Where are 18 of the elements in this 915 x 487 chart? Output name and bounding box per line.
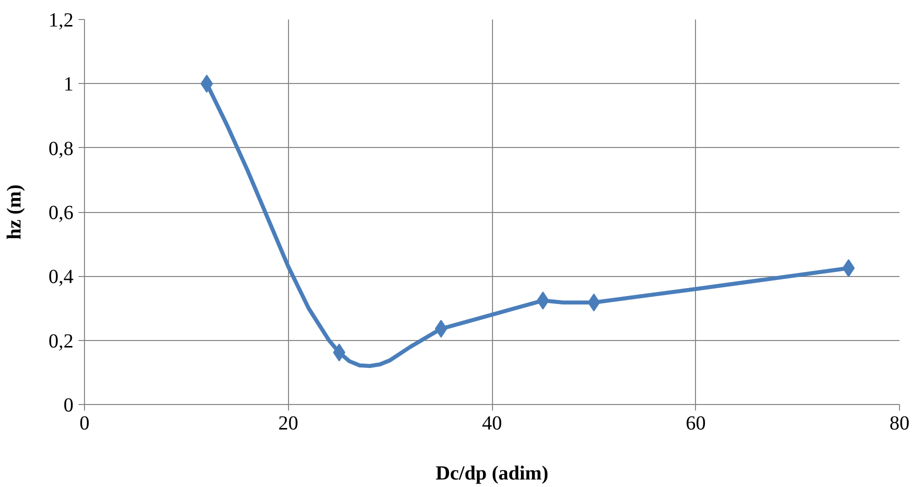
x-tick-label: 0 <box>80 412 90 434</box>
y-tick-label: 1 <box>64 74 74 96</box>
y-axis-title: hz (m) <box>4 184 26 240</box>
point <box>536 292 550 310</box>
y-tick-label: 1,2 <box>48 10 74 32</box>
x-tick-label: 80 <box>890 412 910 434</box>
y-tick-label: 0,8 <box>48 138 74 160</box>
y-tick-label: 0,2 <box>48 330 74 352</box>
point <box>588 293 600 312</box>
point <box>842 259 855 278</box>
point <box>434 320 448 338</box>
x-tick-label: 20 <box>278 412 298 434</box>
x-tick-label: 40 <box>482 412 502 434</box>
x-tick-label: 60 <box>686 412 706 434</box>
y-tick-label: 0,6 <box>48 202 74 224</box>
x-axis-title: Dc/dp (adim) <box>436 462 548 484</box>
y-tick-label: 0 <box>64 394 74 416</box>
y-tick-label: 0,4 <box>48 266 74 288</box>
